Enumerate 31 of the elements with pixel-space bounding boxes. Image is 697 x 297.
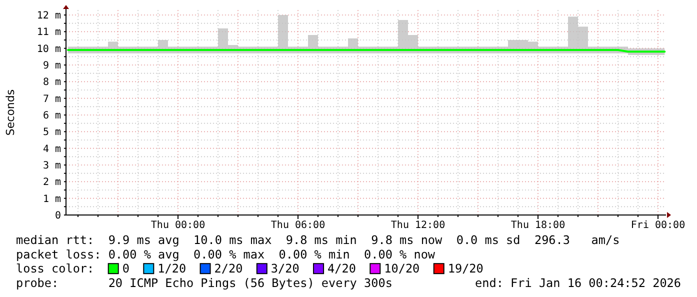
legend-label: 1/20 — [158, 262, 186, 276]
y-tick-label: 0 — [54, 210, 61, 222]
y-axis-title: Seconds — [4, 89, 17, 136]
legend-label: 4/20 — [328, 262, 356, 276]
x-tick-label: Thu 18:00 — [510, 220, 566, 231]
x-tick-label: Thu 12:00 — [390, 220, 446, 231]
y-tick-label: 12 m — [36, 10, 61, 22]
text: end: Fri Jan 16 00:24:52 2026 — [475, 276, 681, 290]
y-tick-label: 8 m — [42, 77, 61, 88]
text: probe: 20 ICMP Echo Pings (56 Bytes) every 300s — [16, 276, 392, 290]
legend-label: 3/20 — [270, 262, 300, 276]
y-tick-label: 2 m — [42, 177, 61, 188]
legend-label: 0 — [122, 262, 130, 276]
text: packet loss: 0.00 % avg 0.00 % max 0.00 % min 0.00 % now — [16, 247, 436, 262]
y-tick-label: 6 m — [42, 110, 61, 122]
legend-label: 19/20 — [448, 262, 484, 276]
y-tick-label: 5 m — [42, 127, 61, 138]
legend-label: 2/20 — [214, 262, 243, 276]
y-tick-label: 10 m — [36, 44, 61, 55]
y-tick-label: 9 m — [42, 60, 61, 72]
text: median rtt: 9.9 ms avg 10.0 ms max 9.8 ms min 9.8 ms now 0.0 ms sd 296.3 am/s — [16, 233, 620, 247]
x-tick-label: Thu 06:00 — [270, 220, 326, 231]
y-tick-label: 7 m — [42, 94, 61, 105]
x-tick-label: Fri 00:00 — [630, 220, 686, 231]
x-tick-label: Thu 00:00 — [150, 220, 206, 231]
y-tick-label: 1 m — [42, 194, 61, 205]
legend-title: loss color: — [16, 262, 94, 276]
legend-label: 10/20 — [384, 262, 420, 276]
y-tick-label: 3 m — [42, 160, 61, 172]
y-tick-label: 11 m — [36, 27, 61, 38]
y-tick-label: 4 m — [42, 144, 61, 155]
